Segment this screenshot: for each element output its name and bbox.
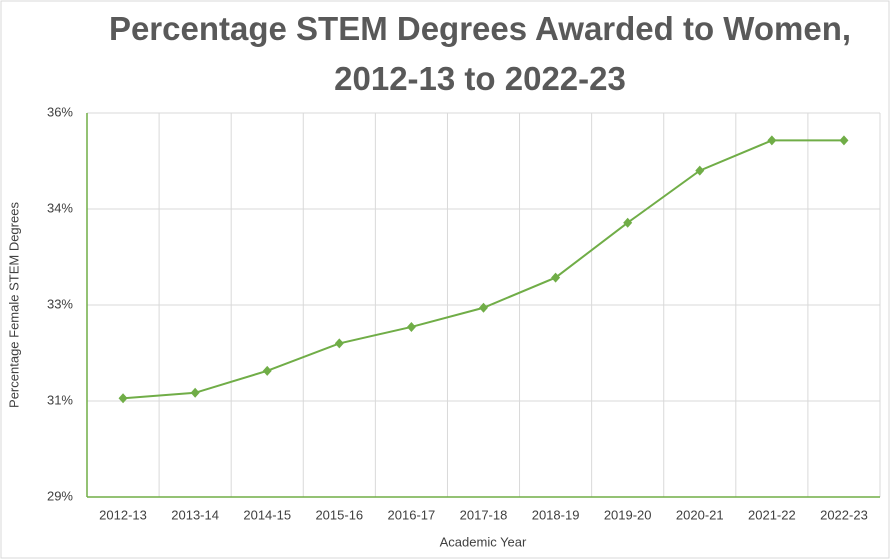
marker <box>767 135 777 146</box>
y-tick-label: 31% <box>47 392 73 407</box>
x-tick-label: 2021-22 <box>748 507 796 522</box>
x-tick-label: 2016-17 <box>388 507 436 522</box>
marker <box>190 387 200 398</box>
y-axis-label: Percentage Female STEM Degrees <box>6 202 21 408</box>
marker <box>839 135 849 146</box>
x-tick-label: 2013-14 <box>171 507 219 522</box>
marker <box>551 272 561 283</box>
chart-title: Percentage STEM Degrees Awarded to Women… <box>108 10 852 97</box>
x-tick-label: 2015-16 <box>315 507 363 522</box>
marker <box>334 338 344 349</box>
y-tick-label: 34% <box>47 200 73 215</box>
x-tick-label: 2017-18 <box>460 507 508 522</box>
y-tick-label: 33% <box>47 296 73 311</box>
marker <box>623 217 633 228</box>
x-tick-label: 2018-19 <box>532 507 580 522</box>
x-tick-label: 2014-15 <box>243 507 291 522</box>
marker <box>118 393 128 404</box>
x-tick-label: 2022-23 <box>820 507 868 522</box>
x-tick-label: 2019-20 <box>604 507 652 522</box>
x-tick-label: 2020-21 <box>676 507 724 522</box>
marker <box>406 321 416 332</box>
marker <box>695 165 705 176</box>
x-axis-label: Academic Year <box>440 534 527 549</box>
marker <box>479 302 488 313</box>
marker <box>262 365 272 376</box>
y-tick-label: 36% <box>47 104 73 119</box>
y-tick-label: 29% <box>47 488 73 503</box>
x-tick-label: 2012-13 <box>99 507 147 522</box>
